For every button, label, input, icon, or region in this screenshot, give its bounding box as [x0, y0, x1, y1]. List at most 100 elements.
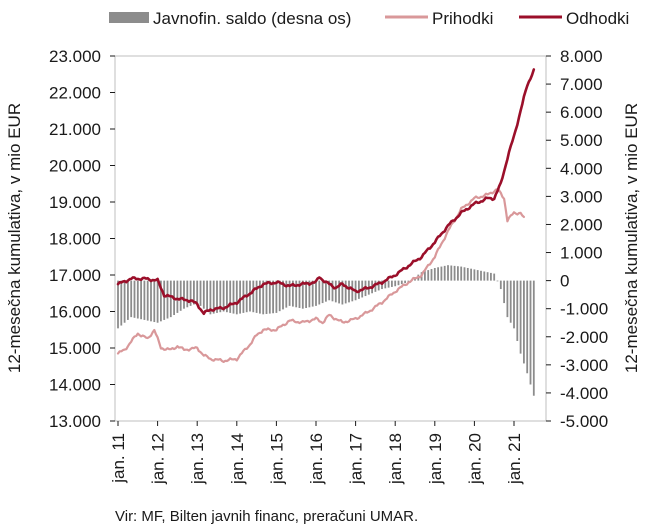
saldo-bar	[351, 280, 354, 302]
saldo-bar	[404, 280, 406, 284]
saldo-bar	[509, 280, 512, 323]
right-axis-ticks: -5.000 -4.000 -3.000 -2.000 -1.000 0 1.000 2.00…	[546, 47, 608, 431]
x-tick-label: jan. 13	[188, 433, 207, 485]
left-axis-ticks: 13.000 14.000 15.000 16.000 17.000 18.000 19.0…	[49, 47, 115, 431]
saldo-bar	[453, 265, 456, 281]
saldo-bar	[163, 280, 166, 320]
saldo-bars	[117, 265, 535, 396]
saldo-bar	[183, 280, 185, 309]
left-axis-title: 12-mesečna kumulativa, v mio EUR	[5, 103, 24, 373]
saldo-bar	[338, 280, 340, 304]
right-tick-label: 7.000	[560, 75, 603, 94]
left-tick-label: 13.000	[49, 412, 101, 431]
saldo-bar	[318, 280, 321, 305]
saldo-bar	[239, 280, 241, 314]
saldo-bar	[433, 267, 436, 281]
saldo-bar	[473, 269, 476, 281]
saldo-bar	[397, 280, 400, 286]
legend-label-prihodki: Prihodki	[432, 9, 493, 28]
saldo-bar	[400, 280, 403, 285]
saldo-bar	[407, 280, 410, 283]
saldo-bar	[160, 280, 162, 322]
saldo-bar	[275, 280, 278, 313]
saldo-bar	[199, 280, 202, 306]
saldo-bar	[424, 271, 426, 281]
saldo-bar	[331, 280, 334, 302]
plot-area	[114, 55, 547, 422]
left-tick-label: 19.000	[49, 193, 101, 212]
saldo-bar	[443, 265, 446, 281]
saldo-bar	[391, 280, 393, 287]
left-tick-label: 20.000	[49, 157, 101, 176]
right-tick-label: 1.000	[560, 244, 603, 263]
saldo-bar	[506, 280, 509, 318]
x-tick-label: jan. 12	[149, 433, 168, 485]
x-tick-label: jan. 11	[109, 433, 128, 484]
left-tick-label: 17.000	[49, 266, 101, 285]
saldo-bar	[166, 280, 169, 319]
saldo-bar	[179, 280, 182, 311]
saldo-bar	[136, 280, 139, 319]
saldo-bar	[206, 280, 208, 312]
saldo-bar	[476, 270, 479, 281]
series-lines	[116, 68, 536, 363]
saldo-bar	[437, 267, 439, 281]
saldo-bar	[298, 280, 301, 308]
saldo-bar	[292, 280, 294, 307]
saldo-bar	[493, 273, 496, 281]
saldo-bar	[235, 280, 238, 315]
saldo-bar	[450, 265, 453, 281]
saldo-bar	[143, 280, 146, 320]
saldo-bar	[202, 280, 205, 309]
right-tick-label: 4.000	[560, 159, 603, 178]
right-tick-label: -2.000	[560, 328, 608, 347]
saldo-bar	[133, 280, 136, 318]
saldo-bar	[315, 280, 317, 306]
x-tick-label: jan. 18	[386, 433, 405, 485]
saldo-bar	[229, 280, 232, 313]
saldo-bar	[117, 280, 119, 329]
saldo-bar	[358, 280, 360, 299]
saldo-bar	[325, 280, 327, 302]
saldo-bar	[344, 280, 347, 304]
saldo-bar	[499, 280, 502, 290]
x-tick-label: jan. 17	[347, 433, 366, 485]
saldo-bar	[252, 280, 255, 313]
right-tick-label: 8.000	[560, 47, 603, 66]
saldo-bar	[447, 265, 449, 281]
saldo-bar	[272, 280, 274, 314]
saldo-bar	[457, 266, 459, 281]
left-tick-label: 16.000	[49, 303, 101, 322]
saldo-bar	[519, 280, 522, 354]
x-tick-label: jan. 20	[465, 433, 484, 485]
x-tick-label: jan. 15	[267, 433, 286, 485]
saldo-bar	[123, 280, 126, 323]
saldo-bar	[440, 266, 443, 281]
saldo-bar	[480, 270, 482, 281]
saldo-bar	[463, 267, 466, 281]
left-tick-label: 23.000	[49, 47, 101, 66]
x-axis-ticks: jan. 11 jan. 12 jan. 13 jan. 14 jan. 15 jan. …	[109, 421, 524, 485]
legend-swatch-saldo	[109, 12, 149, 23]
saldo-bar	[209, 280, 212, 315]
saldo-bar	[427, 270, 430, 281]
saldo-bar	[490, 272, 492, 281]
series-line-prihodki	[116, 188, 525, 363]
saldo-bar	[341, 280, 344, 305]
x-tick-label: jan. 14	[228, 433, 247, 485]
saldo-bar	[153, 280, 156, 323]
saldo-bar	[483, 271, 486, 281]
saldo-bar	[305, 280, 307, 308]
legend-label-saldo: Javnofin. saldo (desna os)	[153, 9, 351, 28]
saldo-bar	[278, 280, 281, 312]
saldo-bar	[308, 280, 311, 308]
saldo-bar	[288, 280, 291, 306]
saldo-bar	[169, 280, 172, 318]
left-tick-label: 15.000	[49, 339, 101, 358]
saldo-bar	[219, 280, 222, 313]
saldo-bar	[374, 280, 377, 292]
saldo-bar	[470, 268, 472, 281]
saldo-bar	[513, 280, 515, 329]
saldo-bar	[523, 280, 525, 364]
saldo-bar	[196, 280, 199, 304]
